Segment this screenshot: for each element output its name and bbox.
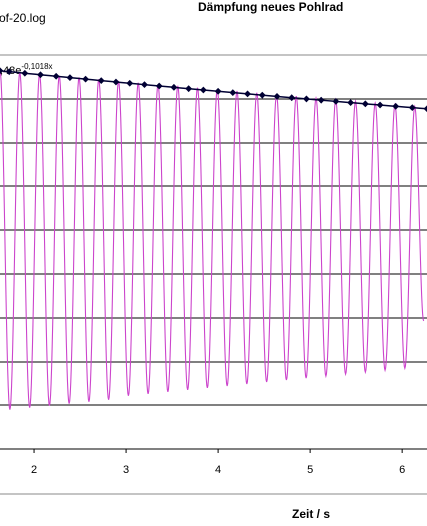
- envelope-marker: [317, 96, 325, 104]
- envelope-marker: [126, 79, 134, 87]
- envelope-marker: [185, 85, 193, 93]
- x-tick-label: 2: [31, 464, 37, 476]
- envelope-marker: [303, 95, 310, 103]
- x-axis-title: Zeit / s: [292, 507, 331, 521]
- envelope-marker: [229, 89, 237, 96]
- envelope-marker: [66, 74, 74, 82]
- envelope-marker: [423, 105, 427, 113]
- envelope-marker: [214, 87, 222, 95]
- x-tick-label: 3: [123, 464, 129, 476]
- oscillation-series-line: [0, 70, 425, 410]
- file-label: of-20.log: [0, 11, 46, 25]
- envelope-marker: [5, 68, 13, 76]
- envelope-marker: [244, 90, 251, 98]
- envelope-marker: [288, 94, 296, 102]
- envelope-marker: [347, 99, 355, 107]
- x-tick-label: 6: [399, 464, 405, 476]
- chart-title: Dämpfung neues Pohlrad: [198, 0, 344, 14]
- x-tick-label: 5: [307, 464, 313, 476]
- envelope-marker: [141, 81, 148, 89]
- envelope-marker: [155, 82, 163, 90]
- envelope-marker: [37, 71, 44, 79]
- equation-exponent: -0,1018x: [21, 62, 53, 71]
- envelope-marker: [392, 102, 400, 110]
- envelope-marker: [408, 104, 416, 112]
- envelope-marker: [273, 93, 281, 100]
- envelope-marker: [112, 78, 120, 86]
- envelope-marker: [0, 67, 4, 75]
- envelope-marker: [170, 83, 178, 91]
- envelope-marker: [376, 101, 384, 109]
- envelope-marker: [199, 86, 207, 94]
- envelope-marker: [361, 100, 369, 108]
- envelope-marker: [258, 91, 266, 99]
- envelope-marker: [332, 98, 340, 105]
- envelope-marker: [82, 75, 89, 83]
- envelope-marker: [52, 72, 60, 80]
- envelope-marker: [97, 77, 105, 84]
- envelope-marker: [21, 69, 29, 77]
- x-tick-label: 4: [215, 464, 221, 476]
